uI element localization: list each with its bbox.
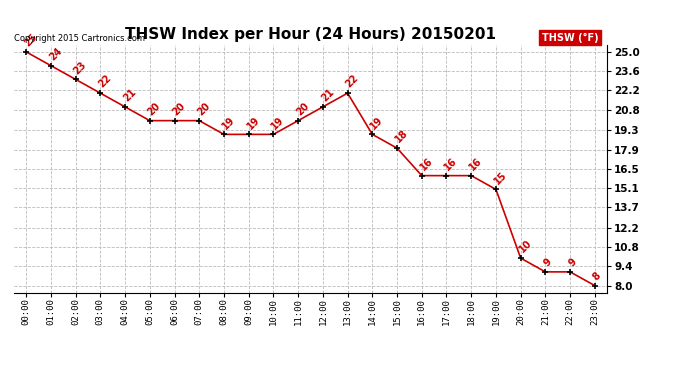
Text: 20: 20	[171, 100, 188, 117]
Text: 24: 24	[47, 46, 63, 62]
Text: 22: 22	[97, 73, 113, 90]
Text: 10: 10	[517, 238, 533, 255]
Text: 23: 23	[72, 59, 88, 76]
Text: 16: 16	[418, 156, 435, 172]
Text: THSW (°F): THSW (°F)	[542, 33, 598, 42]
Text: 16: 16	[443, 156, 460, 172]
Text: 22: 22	[344, 73, 360, 90]
Text: 19: 19	[368, 114, 385, 131]
Text: 21: 21	[319, 87, 336, 104]
Text: 8: 8	[591, 270, 603, 282]
Text: 9: 9	[542, 256, 553, 268]
Text: 20: 20	[195, 100, 212, 117]
Text: 25: 25	[23, 32, 39, 48]
Text: 20: 20	[295, 100, 311, 117]
Text: 19: 19	[245, 114, 262, 131]
Text: 19: 19	[270, 114, 286, 131]
Text: 19: 19	[220, 114, 237, 131]
Text: Copyright 2015 Cartronics.com: Copyright 2015 Cartronics.com	[14, 33, 145, 42]
Text: 18: 18	[393, 128, 410, 145]
Text: 15: 15	[492, 170, 509, 186]
Text: 20: 20	[146, 100, 163, 117]
Text: 16: 16	[468, 156, 484, 172]
Title: THSW Index per Hour (24 Hours) 20150201: THSW Index per Hour (24 Hours) 20150201	[125, 27, 496, 42]
Text: 21: 21	[121, 87, 138, 104]
Text: 9: 9	[566, 256, 578, 268]
